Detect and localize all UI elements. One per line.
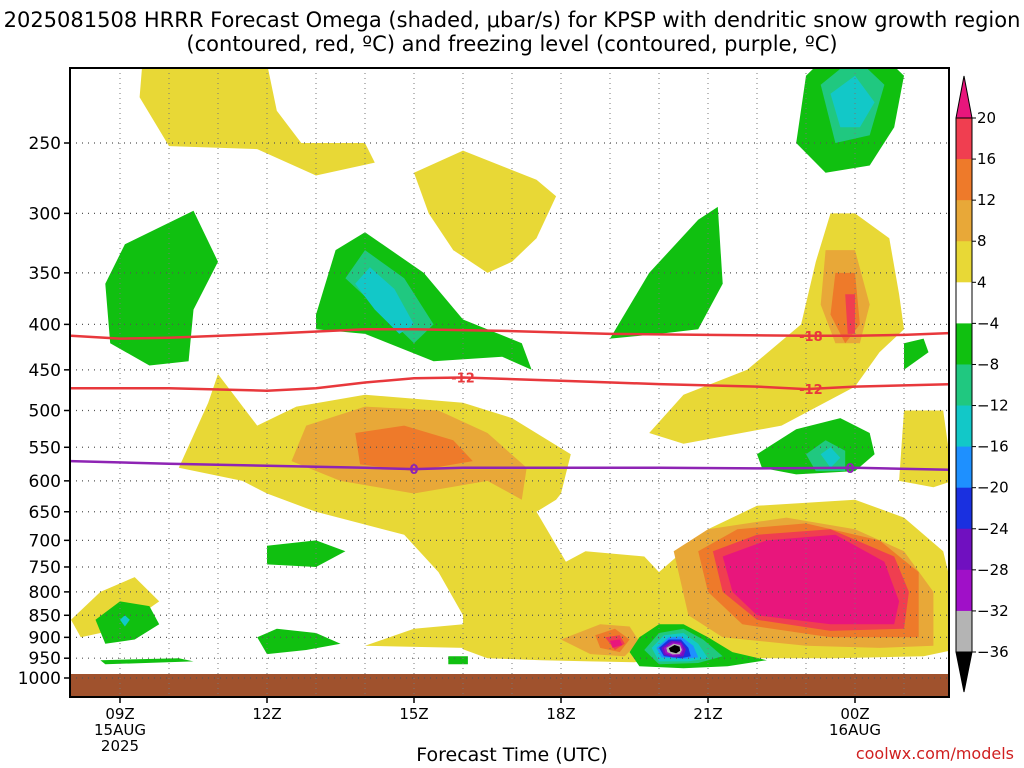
colorbar-label-1: 16 bbox=[977, 150, 996, 168]
y-tick-label-400: 400 bbox=[29, 315, 61, 335]
omega-region-19 bbox=[610, 639, 623, 648]
omega-region-16 bbox=[845, 294, 855, 334]
y-tick-label-1000: 1000 bbox=[18, 669, 61, 689]
y-tick-label-850: 850 bbox=[29, 606, 61, 626]
omega-region-26 bbox=[267, 540, 346, 567]
omega-region-38 bbox=[820, 447, 841, 468]
y-tick-label-450: 450 bbox=[29, 361, 61, 381]
x-axis-label: Forecast Time (UTC) bbox=[416, 744, 608, 766]
y-tick-label-650: 650 bbox=[29, 503, 61, 523]
omega-region-21 bbox=[105, 210, 218, 366]
x-tick-label-9-1: 15AUG bbox=[94, 721, 146, 739]
omega-region-40 bbox=[120, 615, 130, 627]
omega-region-28 bbox=[257, 628, 341, 655]
omega-region-36 bbox=[830, 75, 875, 128]
y-tick-label-350: 350 bbox=[29, 264, 61, 284]
x-tick-label-12-0: 12Z bbox=[252, 705, 281, 723]
colorbar-bottom-arrow bbox=[955, 651, 973, 693]
colorbar-label-10: −24 bbox=[977, 520, 1009, 538]
colorbar-band-1 bbox=[956, 159, 972, 201]
contour-line-2 bbox=[70, 459, 949, 471]
colorbar-label-13: −36 bbox=[977, 643, 1009, 661]
y-tick-label-300: 300 bbox=[29, 204, 61, 224]
omega-region-46 bbox=[668, 645, 681, 654]
y-tick-label-600: 600 bbox=[29, 472, 61, 492]
colorbar-band-11 bbox=[956, 569, 972, 612]
y-tick-label-750: 750 bbox=[29, 558, 61, 578]
contour-label-2-0: 0 bbox=[409, 463, 418, 478]
colorbar-label-5: −4 bbox=[977, 314, 999, 332]
colorbar: 20 16 12 8 4 −4 −8 −12 −16 −20 −24 −28 −32 −36 bbox=[955, 75, 1009, 693]
x-tick-label-9-0: 09Z bbox=[105, 705, 134, 723]
colorbar-label-7: −12 bbox=[977, 397, 1009, 415]
omega-region-1 bbox=[414, 150, 557, 273]
x-tick-label-9-2: 2025 bbox=[101, 737, 139, 755]
colorbar-band-6 bbox=[956, 364, 972, 407]
colorbar-label-6: −8 bbox=[977, 355, 999, 373]
colorbar-label-9: −20 bbox=[977, 479, 1009, 497]
contour-label-2-1: 0 bbox=[846, 462, 855, 477]
omega-region-30 bbox=[100, 658, 194, 665]
colorbar-top-arrow bbox=[955, 75, 973, 119]
colorbar-band-3 bbox=[956, 241, 972, 283]
contour-label-0-0: -18 bbox=[799, 330, 823, 345]
y-tick-label-900: 900 bbox=[29, 628, 61, 648]
colorbar-label-3: 8 bbox=[977, 232, 987, 250]
colorbar-label-12: −32 bbox=[977, 602, 1009, 620]
contour-line-1 bbox=[71, 376, 949, 392]
x-tick-label-21-0: 21Z bbox=[693, 705, 722, 723]
omega-region-37 bbox=[355, 267, 414, 334]
credit-text: coolwx.com/models bbox=[855, 744, 1014, 763]
colorbar-band-5 bbox=[956, 323, 972, 365]
colorbar-label-0: 20 bbox=[977, 109, 996, 127]
x-tick-label-18-0: 18Z bbox=[546, 705, 575, 723]
contour-label-1-1: -12 bbox=[799, 383, 823, 398]
y-tick-label-700: 700 bbox=[29, 531, 61, 551]
y-tick-label-800: 800 bbox=[29, 583, 61, 603]
plot-frame bbox=[69, 67, 950, 698]
y-tick-label-500: 500 bbox=[29, 402, 61, 422]
colorbar-band-9 bbox=[956, 487, 972, 530]
y-tick-label-950: 950 bbox=[29, 649, 61, 669]
omega-region-18 bbox=[722, 534, 900, 625]
colorbar-label-2: 12 bbox=[977, 191, 996, 209]
colorbar-band-0 bbox=[956, 118, 972, 160]
x-tick-label-24-1: 16AUG bbox=[829, 721, 881, 739]
grid-lines bbox=[70, 68, 949, 697]
colorbar-band-7 bbox=[956, 405, 972, 448]
omega-region-31 bbox=[448, 656, 468, 665]
x-tick-label-15-0: 15Z bbox=[399, 705, 428, 723]
omega-region-25 bbox=[904, 338, 929, 370]
colorbar-label-8: −16 bbox=[977, 438, 1009, 456]
y-axis: 2503003504004505005506006507007508008509… bbox=[18, 134, 70, 689]
colorbar-frame bbox=[955, 117, 973, 653]
contour-line-0 bbox=[70, 327, 949, 340]
colorbar-band-4 bbox=[956, 282, 972, 324]
contour-label-1-0: -12 bbox=[451, 371, 475, 386]
ground-strip bbox=[70, 674, 949, 697]
x-tick-label-24-0: 00Z bbox=[840, 705, 869, 723]
colorbar-band-8 bbox=[956, 446, 972, 489]
colorbar-band-10 bbox=[956, 528, 972, 571]
chart-title: 2025081508 HRRR Forecast Omega (shaded, … bbox=[3, 8, 1021, 56]
colorbar-band-12 bbox=[956, 610, 972, 653]
y-tick-label-550: 550 bbox=[29, 438, 61, 458]
y-tick-label-250: 250 bbox=[29, 134, 61, 154]
colorbar-label-11: −28 bbox=[977, 561, 1009, 579]
colorbar-label-4: 4 bbox=[977, 273, 987, 291]
colorbar-band-2 bbox=[956, 200, 972, 242]
omega-region-23 bbox=[610, 206, 723, 339]
temperature-contours: -18 -12 -12 0 0 bbox=[70, 327, 949, 478]
